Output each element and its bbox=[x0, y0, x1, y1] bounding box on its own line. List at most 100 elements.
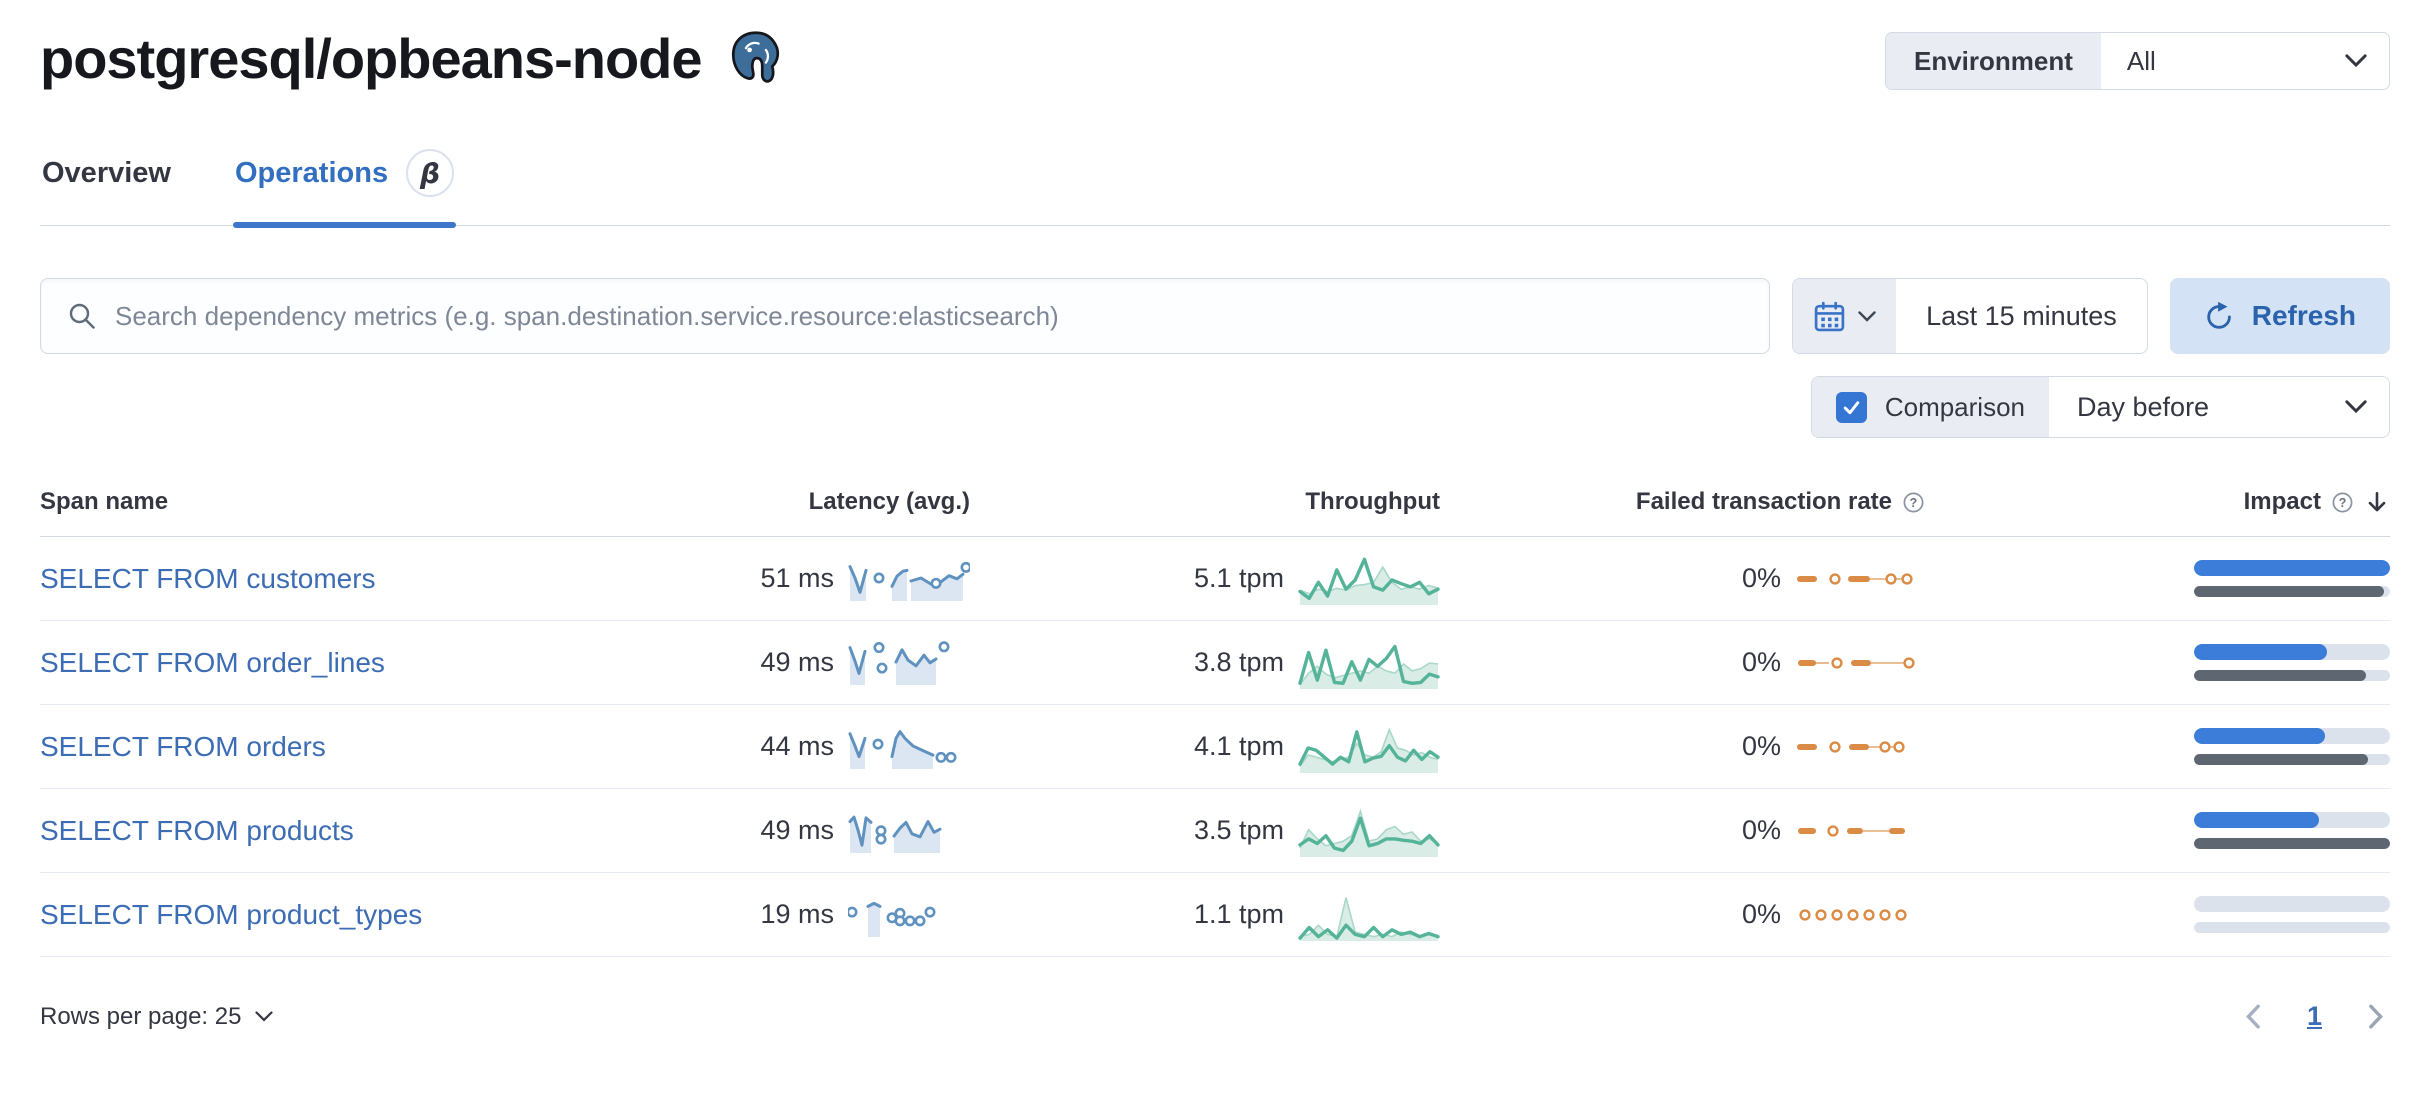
table-row: SELECT FROM products 49 ms 3.5 tpm 0% bbox=[40, 789, 2390, 873]
date-picker[interactable]: Last 15 minutes bbox=[1792, 278, 2148, 354]
tab-overview[interactable]: Overview bbox=[40, 139, 173, 225]
beta-badge: β bbox=[406, 149, 455, 197]
impact-bar-current bbox=[2194, 644, 2328, 660]
failed-rate-sparkline bbox=[1799, 908, 1907, 921]
rows-per-page-label: Rows per page: 25 bbox=[40, 1002, 242, 1030]
search-icon bbox=[69, 303, 95, 329]
failed-rate-sparkline bbox=[1797, 572, 1913, 585]
pagination: 1 bbox=[2245, 1001, 2384, 1032]
tab-operations-label: Operations bbox=[234, 156, 389, 189]
page-header: postgresql/opbeans-node Environment All bbox=[40, 26, 2390, 91]
comparison-select[interactable]: Day before bbox=[2049, 377, 2389, 437]
span-name-link[interactable]: SELECT FROM products bbox=[40, 814, 354, 846]
table-row: SELECT FROM customers 51 ms 5.1 tpm 0% bbox=[40, 537, 2390, 621]
throughput-sparkline bbox=[1298, 644, 1440, 689]
postgresql-logo-icon bbox=[731, 30, 779, 83]
chevron-down-icon bbox=[255, 1011, 274, 1022]
throughput-header-label: Throughput bbox=[1305, 488, 1440, 515]
comparison-control: Comparison Day before bbox=[1810, 376, 2390, 438]
span-name-link[interactable]: SELECT FROM order_lines bbox=[40, 646, 385, 678]
failed-rate-value: 0% bbox=[1741, 731, 1781, 761]
failed-rate-value: 0% bbox=[1741, 899, 1781, 929]
throughput-sparkline bbox=[1298, 726, 1440, 773]
table-row: SELECT FROM product_types 19 ms 1.1 tpm … bbox=[40, 873, 2390, 957]
chevron-left-icon bbox=[2246, 1004, 2260, 1029]
column-header-failed-rate[interactable]: Failed transaction rate ? bbox=[1440, 488, 1925, 516]
comparison-label: Comparison bbox=[1884, 391, 2025, 422]
column-header-impact[interactable]: Impact ? bbox=[1925, 488, 2390, 516]
failed-rate-value: 0% bbox=[1741, 563, 1781, 593]
span-name-link[interactable]: SELECT FROM product_types bbox=[40, 898, 423, 930]
refresh-button[interactable]: Refresh bbox=[2169, 278, 2390, 354]
impact-bar-previous-track bbox=[2194, 586, 2390, 597]
date-quick-select[interactable] bbox=[1793, 279, 1897, 353]
latency-value: 19 ms bbox=[760, 899, 834, 929]
impact-bars bbox=[2194, 644, 2390, 681]
impact-bar-current bbox=[2194, 728, 2326, 744]
check-icon bbox=[1843, 400, 1860, 414]
chevron-down-icon bbox=[2345, 400, 2367, 414]
comparison-row: Comparison Day before bbox=[40, 376, 2390, 438]
comparison-toggle: Comparison bbox=[1811, 377, 2049, 437]
comparison-checkbox[interactable] bbox=[1835, 391, 1867, 423]
impact-bar-previous bbox=[2194, 670, 2367, 681]
rows-per-page-button[interactable]: Rows per page: 25 bbox=[40, 1002, 274, 1031]
span-name-link[interactable]: SELECT FROM orders bbox=[40, 730, 326, 762]
impact-bar-previous bbox=[2194, 838, 2390, 849]
refresh-label: Refresh bbox=[2251, 300, 2356, 331]
impact-header-label: Impact bbox=[2243, 488, 2321, 515]
failed-rate-header-label: Failed transaction rate bbox=[1635, 488, 1892, 515]
impact-bar-current bbox=[2194, 560, 2390, 576]
throughput-value: 3.8 tpm bbox=[1193, 647, 1284, 677]
time-range-value[interactable]: Last 15 minutes bbox=[1926, 300, 2117, 331]
latency-value: 49 ms bbox=[760, 815, 834, 845]
throughput-value: 5.1 tpm bbox=[1193, 563, 1284, 593]
throughput-value: 3.5 tpm bbox=[1193, 815, 1284, 845]
table-row: SELECT FROM orders 44 ms 4.1 tpm 0% bbox=[40, 705, 2390, 789]
page-number[interactable]: 1 bbox=[2306, 1001, 2322, 1031]
latency-sparkline bbox=[848, 815, 942, 853]
title-wrap: postgresql/opbeans-node bbox=[40, 26, 784, 91]
table-header-row: Span name Latency (avg.) Throughput Fail… bbox=[40, 488, 2390, 537]
latency-value: 44 ms bbox=[760, 731, 834, 761]
impact-bars bbox=[2194, 896, 2390, 933]
failed-rate-sparkline bbox=[1797, 740, 1905, 753]
tabs-nav: Overview Operations β bbox=[40, 139, 2390, 228]
impact-bar-previous-track bbox=[2194, 754, 2390, 765]
span-name-link[interactable]: SELECT FROM customers bbox=[40, 562, 376, 594]
page-title: postgresql/opbeans-node bbox=[40, 27, 702, 90]
refresh-icon bbox=[2207, 301, 2231, 329]
tab-operations[interactable]: Operations β bbox=[232, 139, 457, 228]
column-header-latency[interactable]: Latency (avg.) bbox=[540, 488, 970, 516]
latency-sparkline bbox=[848, 561, 970, 601]
search-input[interactable] bbox=[115, 300, 1744, 332]
impact-bars bbox=[2194, 728, 2390, 765]
svg-text:?: ? bbox=[2339, 495, 2347, 509]
latency-sparkline bbox=[848, 901, 936, 937]
throughput-value: 1.1 tpm bbox=[1193, 899, 1284, 929]
toolbar: Last 15 minutes Refresh bbox=[40, 278, 2390, 354]
impact-bar-current bbox=[2194, 812, 2320, 828]
impact-bar-current-track bbox=[2194, 644, 2390, 660]
impact-bar-previous-track bbox=[2194, 670, 2390, 681]
comparison-value: Day before bbox=[2077, 391, 2210, 422]
sort-descending-icon bbox=[2368, 492, 2386, 512]
latency-sparkline bbox=[848, 640, 950, 685]
next-page-button[interactable] bbox=[2368, 1004, 2384, 1029]
question-circle-icon[interactable]: ? bbox=[2331, 491, 2354, 514]
impact-bar-current-track bbox=[2194, 560, 2390, 576]
latency-sparkline bbox=[848, 729, 957, 769]
environment-value: All bbox=[2126, 45, 2156, 76]
impact-bar-previous bbox=[2194, 586, 2385, 597]
column-header-throughput[interactable]: Throughput bbox=[970, 488, 1440, 516]
impact-bar-previous bbox=[2194, 754, 2369, 765]
apm-dependency-page: postgresql/opbeans-node Environment All … bbox=[40, 26, 2390, 1032]
environment-label: Environment bbox=[1886, 33, 2101, 89]
impact-bar-previous-track bbox=[2194, 838, 2390, 849]
failed-rate-value: 0% bbox=[1741, 647, 1781, 677]
impact-bars bbox=[2194, 812, 2390, 849]
question-circle-icon[interactable]: ? bbox=[1902, 491, 1925, 514]
column-header-span-name[interactable]: Span name bbox=[40, 488, 540, 516]
latency-value: 51 ms bbox=[760, 563, 834, 593]
environment-select[interactable]: Environment All bbox=[1885, 32, 2390, 90]
